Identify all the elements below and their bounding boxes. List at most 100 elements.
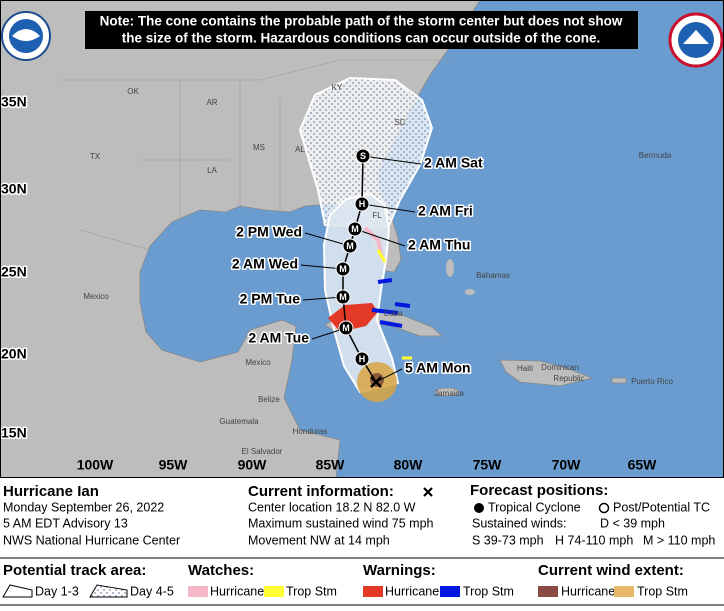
track-point: [355, 148, 371, 164]
lon-label: 65W: [628, 457, 658, 473]
place-label: Puerto Rico: [631, 377, 673, 386]
track-label: 2 PM Tue: [240, 291, 301, 307]
lon-label: 80W: [394, 457, 424, 473]
legend: Potential track area: Day 1-3 Day 4-5 Wa…: [2, 562, 688, 598]
track-point: [335, 289, 351, 305]
place-label: MS: [253, 143, 265, 152]
track-letter: H: [359, 354, 366, 364]
wind-d: D < 39 mph: [600, 516, 665, 530]
place-label: OK: [127, 87, 139, 96]
note-line: the size of the storm. Hazardous conditi…: [122, 31, 601, 46]
current-title: Current information:: [248, 483, 394, 500]
wind-h: H 74-110 mph: [555, 533, 633, 547]
current-line: Movement NW at 14 mph: [248, 533, 390, 547]
place-label: El Salvador: [242, 447, 283, 456]
info-panel: Hurricane Ian Monday September 26, 2022 …: [3, 482, 715, 547]
legend-item: Trop Stm: [637, 584, 688, 598]
tc-icon: [474, 503, 484, 513]
leader-line: [304, 232, 351, 247]
legend-item: Hurricane: [385, 584, 439, 598]
forecast-tc: Tropical Cyclone: [488, 500, 581, 514]
legend-item: Trop Stm: [286, 584, 337, 598]
storm-line: Monday September 26, 2022: [3, 500, 164, 514]
place-label: AL: [295, 145, 305, 154]
storm-name: Hurricane Ian: [3, 483, 99, 500]
place-label: Honduras: [293, 427, 328, 436]
track-letter: M: [339, 292, 347, 302]
warn-ts-swatch: [440, 586, 460, 597]
lat-label: 35N: [1, 94, 27, 110]
legend-item: Day 4-5: [130, 584, 174, 598]
land: [499, 359, 594, 387]
storm-line: NWS National Hurricane Center: [3, 533, 180, 547]
winds-title: Sustained winds:: [472, 516, 567, 530]
place-label: Bahamas: [476, 271, 510, 280]
track-label: 2 AM Tue: [248, 330, 309, 346]
track-label: 5 AM Mon: [405, 360, 471, 376]
place-label: Bermuda: [639, 151, 672, 160]
place-label: Mexico: [245, 358, 271, 367]
lon-label: 95W: [159, 457, 189, 473]
track-letter: M: [339, 264, 347, 274]
track-letter: M: [351, 224, 359, 234]
place-label: Belize: [258, 395, 280, 404]
storm-line: 5 AM EDT Advisory 13: [3, 516, 128, 530]
lon-label: 100W: [77, 457, 114, 473]
track-label: 2 AM Wed: [232, 256, 298, 272]
current-line: Maximum sustained wind 75 mph: [248, 516, 434, 530]
place-label: FL: [372, 211, 382, 220]
lon-label: 90W: [238, 457, 268, 473]
track-letter: M: [346, 241, 354, 251]
legend-item: Hurricane: [561, 584, 615, 598]
place-label: Haiti: [517, 364, 533, 373]
track-point: [347, 221, 363, 237]
track-letter: M: [342, 323, 350, 333]
lon-label: 70W: [552, 457, 582, 473]
lat-label: 25N: [1, 264, 27, 280]
land: [446, 259, 454, 277]
lon-label: 75W: [473, 457, 503, 473]
legend-item: Trop Stm: [463, 584, 514, 598]
leader-line: [361, 203, 416, 213]
track-label: 2 AM Fri: [418, 203, 473, 219]
leader-line: [375, 368, 403, 383]
place-label: Jamaica: [434, 389, 464, 398]
place-label: Dominican: [541, 363, 579, 372]
place-label: Mexico: [83, 292, 109, 301]
nws-logo: [668, 12, 724, 68]
track-point: [335, 261, 351, 277]
graticule-labels: 35N 30N 25N 20N 15N 100W 95W 90W 85W 80W 75W 70W 65W: [0, 92, 658, 473]
trop-storm-warning: [371, 278, 411, 328]
wind-hurricane-swatch: [538, 586, 558, 597]
watch-ts-swatch: [264, 586, 284, 597]
leader-line: [362, 155, 422, 165]
legend-item: Day 1-3: [35, 584, 79, 598]
place-label: SC: [394, 118, 405, 127]
track-point: [338, 320, 354, 336]
land: [465, 289, 475, 295]
warn-hurricane-swatch: [363, 586, 383, 597]
noaa-logo: [1, 11, 51, 61]
place-label: Republic: [553, 374, 584, 383]
place-label: KY: [332, 83, 343, 92]
land: [611, 377, 627, 384]
lat-label: 30N: [1, 181, 27, 197]
wind-s: S 39-73 mph: [472, 533, 544, 547]
current-position: [370, 376, 382, 388]
place-label: Cuba: [383, 309, 403, 318]
track: 5 AM Mon H 2 AM Tue M 2 PM Tue M 2 AM Wed M 2 PM…: [230, 148, 484, 388]
day45-swatch: [89, 584, 128, 598]
lat-label: 15N: [1, 425, 27, 441]
place-label: Guatemala: [219, 417, 259, 426]
day13-swatch: [2, 584, 33, 598]
track-letter: S: [360, 151, 366, 161]
trop-storm-watch: [376, 249, 412, 360]
track-label: 2 AM Thu: [408, 237, 470, 253]
current-icon: [423, 487, 433, 497]
forecast-ptc: Post/Potential TC: [613, 500, 710, 514]
legend-item: Hurricane: [210, 584, 264, 598]
